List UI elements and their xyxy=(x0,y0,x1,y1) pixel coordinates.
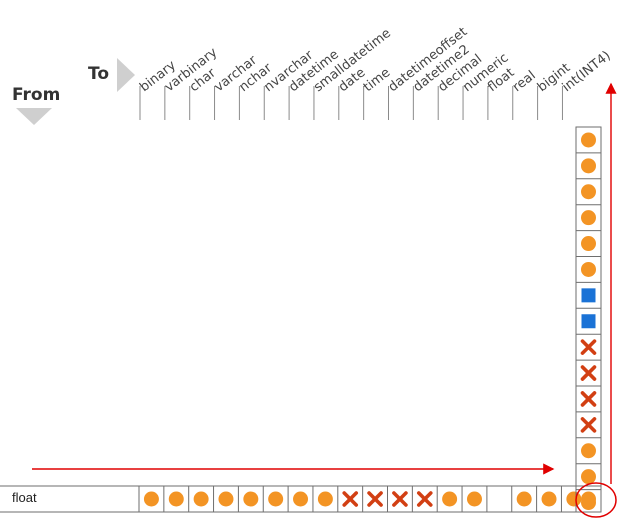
intersection-cell-circle-icon xyxy=(581,491,596,507)
column-cell-10-x-icon xyxy=(580,391,597,407)
row-cell-3-circle-icon xyxy=(218,491,234,507)
to-arrow-icon xyxy=(117,58,135,92)
column-header-15: real xyxy=(510,68,539,95)
row-cell-10-x-icon xyxy=(392,491,408,507)
row-label-float: float xyxy=(12,490,37,505)
column-cell-13-circle-icon xyxy=(581,469,596,485)
column-cell-5-circle-icon xyxy=(581,261,596,277)
column-cell-9-x-icon xyxy=(580,365,597,381)
from-arrow-icon xyxy=(16,108,52,125)
row-cell-2-circle-icon xyxy=(193,491,209,507)
column-cell-8-x-icon xyxy=(580,339,597,355)
row-cell-1-circle-icon xyxy=(168,491,184,507)
to-label: To xyxy=(88,64,110,84)
column-frame xyxy=(575,126,602,513)
row-cell-16-circle-icon xyxy=(541,491,557,507)
row-cell-7-circle-icon xyxy=(317,491,333,507)
column-cell-12-circle-icon xyxy=(581,443,596,459)
row-cell-12-circle-icon xyxy=(442,491,458,507)
column-cell-1-circle-icon xyxy=(581,158,596,174)
from-label: From xyxy=(12,85,61,105)
row-cell-8-x-icon xyxy=(342,491,359,507)
column-cell-2-circle-icon xyxy=(581,184,596,200)
row-cell-9-x-icon xyxy=(367,491,383,507)
row-cell-17-circle-icon xyxy=(566,491,582,507)
column-cell-6-square-icon xyxy=(581,288,596,303)
row-cell-13-circle-icon xyxy=(466,491,482,507)
row-cell-4-circle-icon xyxy=(243,491,259,507)
column-cell-4-circle-icon xyxy=(581,236,596,252)
row-cell-6-circle-icon xyxy=(293,491,309,507)
row-cell-5-circle-icon xyxy=(268,491,284,507)
row-cell-0-circle-icon xyxy=(143,491,159,507)
column-cell-0-circle-icon xyxy=(581,132,596,148)
row-cell-11-x-icon xyxy=(416,491,433,507)
row-cell-15-circle-icon xyxy=(516,491,532,507)
column-cell-7-square-icon xyxy=(581,314,596,329)
column-cell-11-x-icon xyxy=(580,417,597,433)
column-cell-3-circle-icon xyxy=(581,210,596,226)
intersection-highlight-circle xyxy=(575,482,617,518)
